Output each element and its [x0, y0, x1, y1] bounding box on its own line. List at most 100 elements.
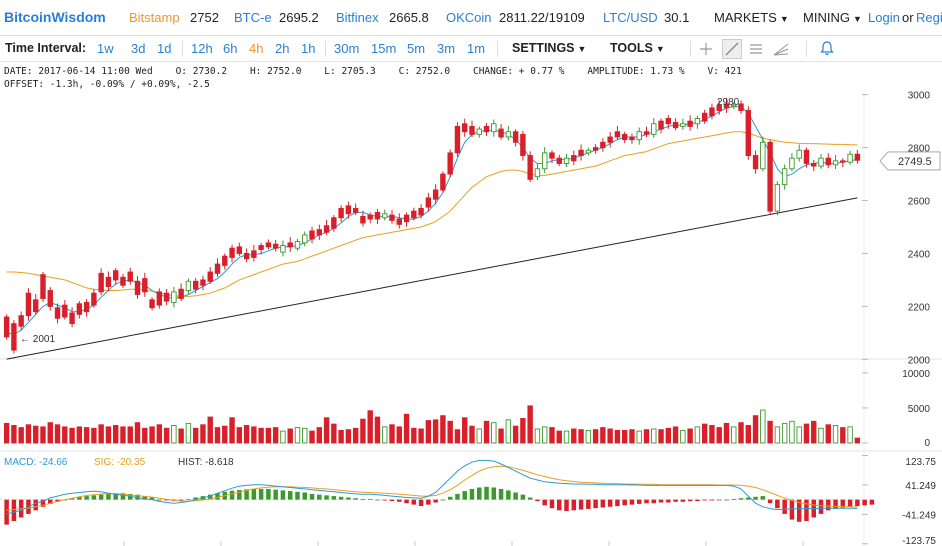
volume-bar [62, 426, 68, 444]
volume-bar [243, 425, 250, 444]
interval-12h[interactable]: 12h [191, 41, 213, 56]
candle [105, 271, 112, 291]
volume-bar [847, 426, 853, 444]
macd-hist-bar [477, 487, 482, 500]
candle-body [316, 229, 323, 236]
macd-hist-bar [484, 486, 489, 500]
settings-menu[interactable]: SETTINGS ▼ [512, 41, 586, 55]
candle-body [629, 136, 635, 141]
interval-3d[interactable]: 3d [131, 41, 146, 56]
macd-hist-bar [520, 494, 526, 500]
volume-bar [40, 426, 46, 444]
volume-bar [142, 427, 148, 444]
candle [476, 126, 482, 138]
volume-bar [171, 425, 177, 444]
login-link[interactable]: Login [868, 10, 900, 25]
markets-menu[interactable]: MARKETS ▼ [714, 10, 789, 25]
fib-lines-icon[interactable] [749, 42, 763, 56]
exchange-ltcusd[interactable]: LTC/USD [603, 10, 658, 25]
candle [352, 203, 359, 216]
volume-bar [803, 423, 810, 444]
macd-hist-bar [818, 499, 824, 514]
volume-bar [527, 405, 533, 444]
volume-bar [25, 424, 32, 444]
bell-icon[interactable] [820, 41, 834, 56]
exchange-bitstamp[interactable]: Bitstamp [129, 10, 180, 25]
candle [294, 238, 301, 251]
volume-bar [469, 425, 475, 444]
macd-hist-bar [753, 496, 758, 500]
exchange-bitfinex[interactable]: Bitfinex [336, 10, 379, 25]
volume-bar [3, 422, 10, 444]
candle-body [338, 208, 344, 219]
macd-hist-bar [135, 494, 140, 500]
candle-body [643, 131, 650, 135]
volume-bar [491, 422, 497, 444]
volume-bar [352, 427, 359, 444]
macd-hist-bar [695, 499, 700, 502]
candle-body [54, 307, 61, 319]
exchange-bitstamp-price: 2752 [190, 10, 219, 25]
candle [3, 314, 10, 340]
candle-body [222, 255, 228, 266]
candle-body [309, 230, 315, 240]
chevron-down-icon: ▼ [655, 44, 665, 54]
brand-logo[interactable]: BitcoinWisdom [4, 9, 106, 25]
volume-bar [665, 427, 672, 444]
trendline [6, 197, 858, 360]
interval-1h[interactable]: 1h [301, 41, 316, 56]
volume-bar [672, 426, 679, 444]
volume-bar [91, 427, 97, 444]
candle [178, 283, 184, 302]
macd-hist-bar [244, 489, 249, 500]
interval-30m[interactable]: 30m [334, 41, 360, 56]
register-link[interactable]: Regi [916, 10, 942, 25]
interval-1m[interactable]: 1m [467, 41, 486, 56]
candle [607, 131, 613, 148]
macd-hist-bar [207, 494, 213, 500]
volume-bar [781, 422, 788, 444]
chevron-down-icon: ▼ [577, 44, 587, 54]
interval-6h[interactable]: 6h [223, 41, 238, 56]
candle-body [680, 123, 686, 127]
macd-tick-label: -123.75 [902, 536, 936, 546]
line-tool-icon[interactable] [722, 39, 742, 59]
candle [185, 278, 192, 294]
interval-3m[interactable]: 3m [437, 41, 456, 56]
mining-menu[interactable]: MINING ▼ [803, 10, 862, 25]
volume-bar [701, 423, 708, 444]
fan-tool-icon[interactable] [773, 42, 789, 56]
macd-hist-bar [215, 493, 220, 500]
crosshair-icon[interactable] [699, 42, 713, 56]
macd-hist-bar [578, 499, 584, 510]
interval-1d[interactable]: 1d [157, 41, 172, 56]
interval-5m[interactable]: 5m [407, 41, 426, 56]
volume-bar [229, 417, 235, 444]
macd-tick-label: -41.249 [902, 510, 936, 521]
volume-tick-label: 5000 [908, 404, 931, 415]
macd-hist-bar [149, 497, 155, 500]
candle-body [825, 157, 831, 166]
volume-bar [323, 417, 330, 444]
macd-hist-bar [549, 499, 555, 509]
candle-body [534, 168, 541, 178]
exchange-okcoin[interactable]: OKCoin [446, 10, 492, 25]
interval-1w[interactable]: 1w [97, 41, 114, 56]
macd-hist-bar [462, 491, 467, 500]
interval-2h[interactable]: 2h [275, 41, 290, 56]
candle [440, 171, 446, 193]
exchange-btce[interactable]: BTC-e [234, 10, 272, 25]
candle-body [3, 316, 10, 338]
macd-layer [0, 459, 875, 525]
tools-menu[interactable]: TOOLS ▼ [610, 41, 665, 55]
macd-hist-bar [433, 499, 438, 503]
interval-15m[interactable]: 15m [371, 41, 397, 56]
candle [25, 288, 32, 321]
candle [142, 272, 148, 297]
candle-body [789, 157, 795, 170]
interval-4h[interactable]: 4h [249, 41, 264, 56]
price-chart[interactable]: 2000 2200 2400 2600 2800 3000 0 5000 10000 -123.7… [0, 62, 942, 546]
volume-bar [11, 425, 17, 444]
volume-bar [534, 428, 541, 444]
volume-tick-label: 0 [924, 438, 930, 449]
